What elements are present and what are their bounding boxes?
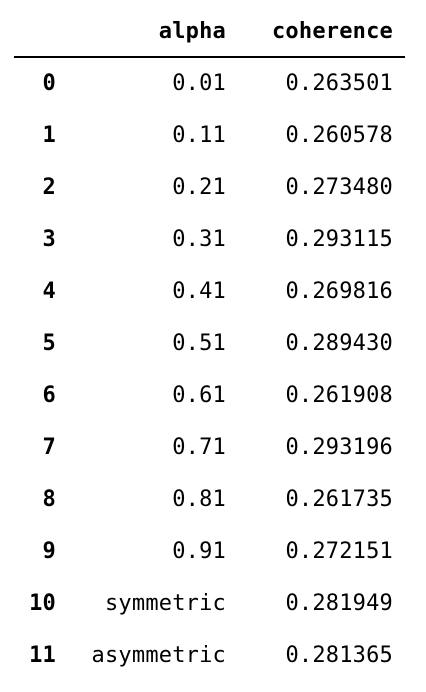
coherence-cell: 0.261908 bbox=[285, 382, 393, 408]
coherence-cell: 0.281365 bbox=[285, 642, 393, 668]
alpha-cell: 0.81 bbox=[172, 486, 226, 512]
coherence-cell: 0.289430 bbox=[285, 330, 393, 356]
alpha-cell: 0.11 bbox=[172, 122, 226, 148]
coherence-cell: 0.293115 bbox=[285, 226, 393, 252]
table-row: 3 0.31 0.293115 bbox=[14, 213, 405, 265]
dataframe-table: alpha coherence 0 0.01 0.263501 1 0.11 0… bbox=[14, 6, 405, 681]
table-row: 2 0.21 0.273480 bbox=[14, 161, 405, 213]
row-index: 8 bbox=[42, 486, 56, 512]
coherence-cell: 0.273480 bbox=[285, 174, 393, 200]
table-row: 6 0.61 0.261908 bbox=[14, 369, 405, 421]
coherence-cell: 0.261735 bbox=[285, 486, 393, 512]
coherence-column-header: coherence bbox=[226, 6, 405, 58]
row-index: 9 bbox=[42, 538, 56, 564]
row-index: 7 bbox=[42, 434, 56, 460]
table-header: alpha coherence bbox=[14, 6, 405, 58]
header-row: alpha coherence bbox=[14, 6, 405, 58]
coherence-cell: 0.269816 bbox=[285, 278, 393, 304]
alpha-column-header: alpha bbox=[72, 6, 226, 58]
table-row: 8 0.81 0.261735 bbox=[14, 473, 405, 525]
coherence-cell: 0.281949 bbox=[285, 590, 393, 616]
coherence-cell: 0.293196 bbox=[285, 434, 393, 460]
row-index: 0 bbox=[42, 71, 56, 96]
row-index: 6 bbox=[42, 382, 56, 408]
coherence-cell: 0.260578 bbox=[285, 122, 393, 148]
alpha-cell: 0.71 bbox=[172, 434, 226, 460]
coherence-cell: 0.263501 bbox=[285, 71, 393, 96]
alpha-cell: 0.31 bbox=[172, 226, 226, 252]
table-row: 10 symmetric 0.281949 bbox=[14, 577, 405, 629]
table-row: 5 0.51 0.289430 bbox=[14, 317, 405, 369]
index-column-header bbox=[14, 6, 72, 58]
row-index: 11 bbox=[29, 642, 56, 668]
alpha-cell: symmetric bbox=[104, 590, 226, 616]
coherence-cell: 0.272151 bbox=[285, 538, 393, 564]
row-index: 3 bbox=[42, 226, 56, 252]
table-body: 0 0.01 0.263501 1 0.11 0.260578 2 0.21 0… bbox=[14, 57, 405, 681]
table-row: 0 0.01 0.263501 bbox=[14, 57, 405, 109]
row-index: 1 bbox=[42, 122, 56, 148]
row-index: 4 bbox=[42, 278, 56, 304]
table-row: 7 0.71 0.293196 bbox=[14, 421, 405, 473]
alpha-cell: 0.21 bbox=[172, 174, 226, 200]
row-index: 5 bbox=[42, 330, 56, 356]
row-index: 2 bbox=[42, 174, 56, 200]
alpha-cell: 0.61 bbox=[172, 382, 226, 408]
table-row: 9 0.91 0.272151 bbox=[14, 525, 405, 577]
alpha-cell: asymmetric bbox=[91, 642, 226, 668]
alpha-cell: 0.51 bbox=[172, 330, 226, 356]
row-index: 10 bbox=[29, 590, 56, 616]
table-row: 1 0.11 0.260578 bbox=[14, 109, 405, 161]
table-row: 4 0.41 0.269816 bbox=[14, 265, 405, 317]
table-row: 11 asymmetric 0.281365 bbox=[14, 629, 405, 681]
alpha-cell: 0.91 bbox=[172, 538, 226, 564]
alpha-cell: 0.41 bbox=[172, 278, 226, 304]
alpha-cell: 0.01 bbox=[172, 71, 226, 96]
